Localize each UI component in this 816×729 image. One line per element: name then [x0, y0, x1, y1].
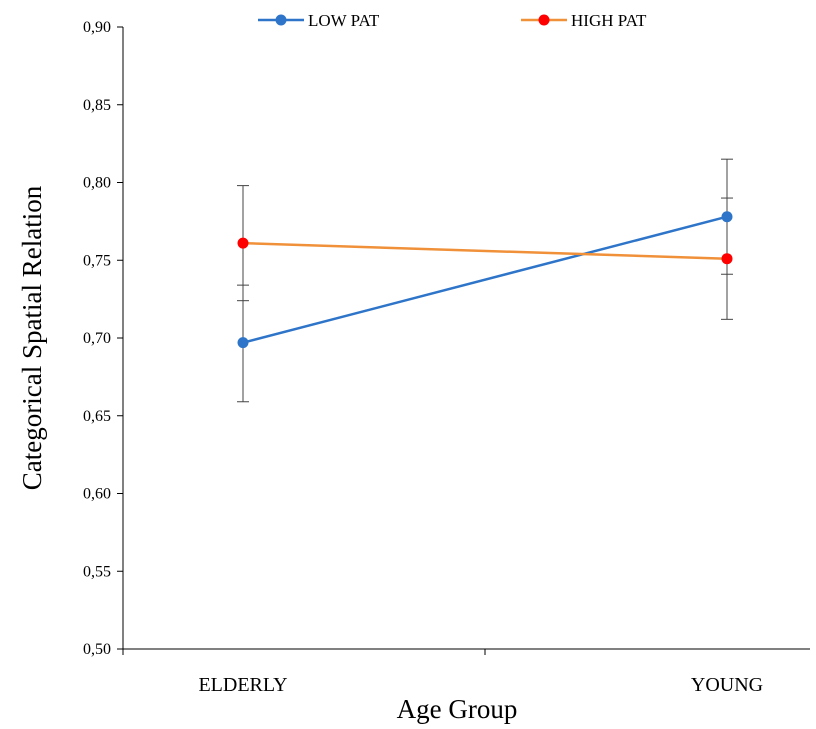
y-axis-title: Categorical Spatial Relation — [17, 185, 47, 490]
x-axis-title: Age Group — [397, 694, 518, 724]
legend-label: HIGH PAT — [571, 11, 647, 30]
y-tick-label: 0,50 — [83, 641, 111, 658]
legend-marker — [275, 14, 287, 26]
data-point — [237, 337, 249, 349]
series-lines — [242, 215, 728, 344]
y-tick-label: 0,65 — [83, 408, 111, 425]
series-line — [242, 241, 728, 260]
data-point — [721, 211, 733, 223]
y-tick-label: 0,75 — [83, 252, 111, 269]
y-tick-label: 0,60 — [83, 486, 111, 503]
y-tick-label: 0,70 — [83, 330, 111, 347]
y-tick-label: 0,85 — [83, 97, 111, 114]
legend-label: LOW PAT — [308, 11, 380, 30]
legend-marker — [538, 14, 550, 26]
y-axis: 0,50 0,55 0,60 0,65 0,70 0,75 0,80 0,85 0,90 — [83, 19, 124, 658]
x-axis: ELDERLY YOUNG — [122, 648, 810, 696]
data-point — [237, 237, 249, 249]
x-tick-label: ELDERLY — [198, 674, 287, 696]
legend: LOW PAT HIGH PAT — [258, 11, 647, 30]
series-line — [242, 215, 728, 344]
series-points — [237, 211, 733, 349]
y-tick-label: 0,90 — [83, 19, 111, 36]
y-tick-label: 0,55 — [83, 563, 111, 580]
y-tick-label: 0,80 — [83, 175, 111, 192]
data-point — [721, 253, 733, 265]
x-tick-label: YOUNG — [691, 674, 763, 696]
